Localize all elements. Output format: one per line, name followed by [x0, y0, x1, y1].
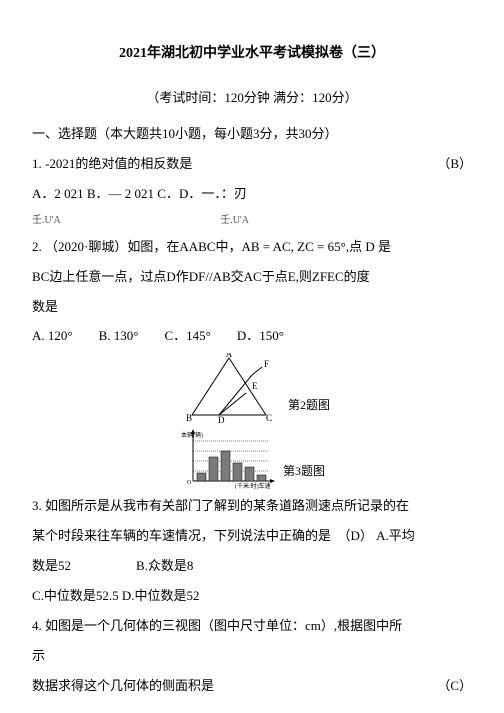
- q2-triangle-container: A B C D E F 第2题图: [174, 353, 330, 425]
- q2-options: A. 120° B. 130° C．145° D．150°: [32, 321, 472, 351]
- label-E: E: [252, 381, 258, 391]
- q3-line1: 3. 如图所示是从我市有关部门了解到的某条道路测速点所记录的在: [32, 491, 472, 521]
- q1-stem-text: 1. -2021的绝对值的相反数是: [32, 149, 192, 179]
- label-B: B: [186, 413, 192, 423]
- q1-stem: 1. -2021的绝对值的相反数是 （B）: [32, 149, 472, 179]
- section-heading: 一、选择题（本大题共10小题，每小题3分，共30分）: [32, 119, 472, 149]
- page-subtitle: （考试时间：120分钟 满分：120分）: [32, 83, 472, 113]
- q3-line4: C.中位数是52.5 D.中位数是52: [32, 581, 472, 611]
- q4-line3: 数据求得这个几何体的侧面积是 （C）: [32, 671, 472, 701]
- svg-text:O: O: [187, 480, 192, 486]
- q2-caption: 第2题图: [288, 392, 330, 420]
- q1-options: A．2 021 B．— 2 021 C．D．一．：刃: [32, 179, 472, 209]
- q3-line2: 某个时段来往车辆的车速情况，下列说法中正确的是 （D） A.平均: [32, 521, 472, 551]
- exam-page: 2021年湖北初中学业水平考试模拟卷（三） （考试时间：120分钟 满分：120…: [0, 0, 504, 701]
- q4-answer: （C）: [437, 671, 472, 701]
- label-F: F: [264, 359, 269, 369]
- q2-figure: A B C D E F 第2题图: [32, 353, 472, 425]
- bar-chart-icon: 本辆(辆) (千米/时)车速 O: [179, 427, 279, 489]
- q4-line2: 示: [32, 641, 472, 671]
- q2-line3: 数是: [32, 292, 472, 322]
- q2-line2: BC边上任意一点，过点D作DF//AB交AC于点E,则ZFEC的度: [32, 262, 472, 292]
- q3-caption: 第3题图: [283, 458, 325, 486]
- triangle-icon: A B C D E F: [174, 353, 284, 425]
- q3-line3: 数是52 B.众数是8: [32, 551, 472, 581]
- q3-chart-container: 本辆(辆) (千米/时)车速 O 第3题图: [179, 427, 325, 489]
- label-A: A: [226, 353, 233, 359]
- filler-text: 壬.U'A 壬.U'A: [32, 209, 472, 232]
- q3-figure: 本辆(辆) (千米/时)车速 O 第3题图: [32, 427, 472, 489]
- q1-answer: （B）: [437, 149, 472, 179]
- label-D: D: [218, 415, 225, 425]
- svg-text:(千米/时)车速: (千米/时)车速: [235, 482, 271, 489]
- q2-line1: 2. （2020·聊城）如图，在AABC中，AB = AC, ZC = 65°,…: [32, 232, 472, 262]
- svg-text:本辆(辆): 本辆(辆): [181, 431, 203, 439]
- q4-line1: 4. 如图是一个几何体的三视图（图中尺寸单位：cm）,根据图中所: [32, 611, 472, 641]
- label-C: C: [266, 413, 272, 423]
- q4-stem-text: 数据求得这个几何体的侧面积是: [32, 671, 214, 701]
- page-title: 2021年湖北初中学业水平考试模拟卷（三）: [32, 38, 472, 70]
